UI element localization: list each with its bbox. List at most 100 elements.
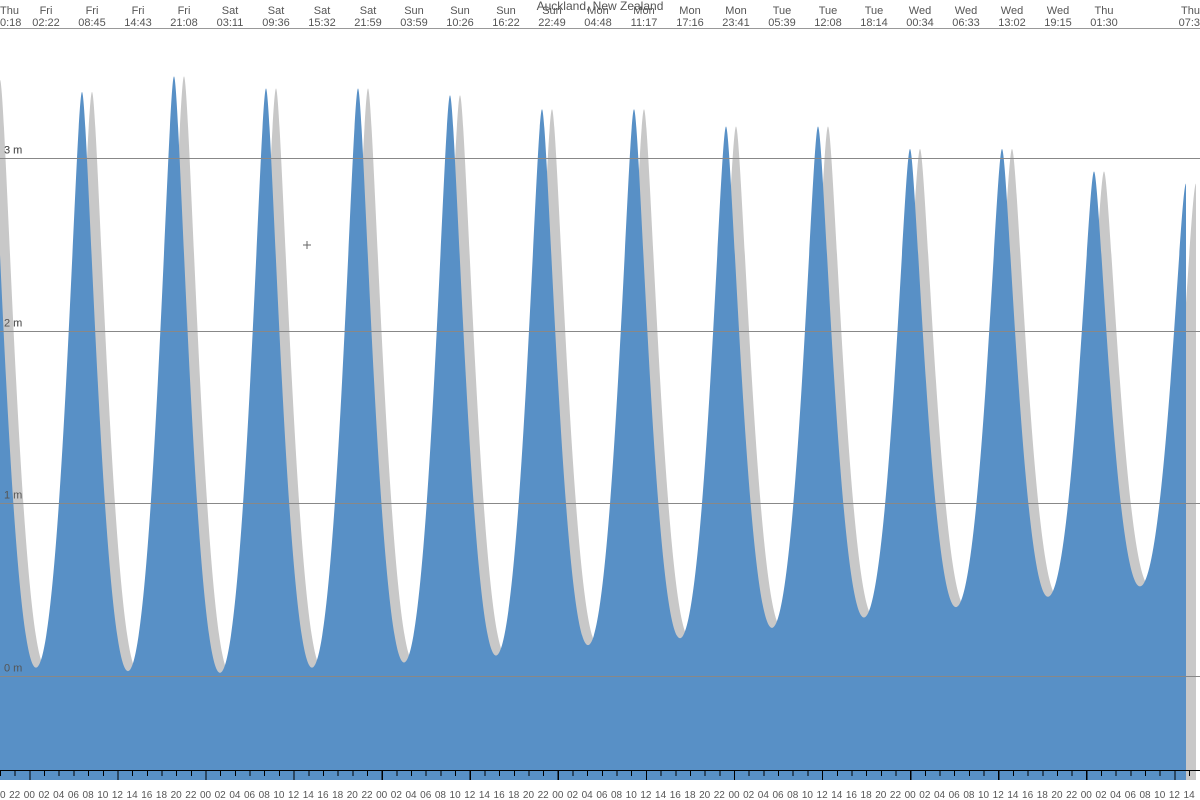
- top-time-label: 15:32: [308, 17, 336, 29]
- x-axis-label: 02: [1095, 790, 1107, 800]
- top-day-label: Sat: [268, 5, 285, 17]
- top-day-label: Sun: [404, 5, 424, 17]
- x-axis-label: 22: [9, 790, 21, 800]
- top-time-label: 06:33: [952, 17, 980, 29]
- top-day-label: Fri: [40, 5, 53, 17]
- x-axis-label: 20: [875, 790, 887, 800]
- top-day-label: Thu: [1095, 5, 1114, 17]
- x-axis-label: 06: [772, 790, 784, 800]
- x-axis-label: 12: [640, 790, 652, 800]
- x-axis-label: 06: [1125, 790, 1137, 800]
- y-axis-label: 0 m: [4, 663, 22, 675]
- x-axis-label: 04: [758, 790, 770, 800]
- top-time-label: 18:14: [860, 17, 888, 29]
- x-axis-label: 18: [861, 790, 873, 800]
- x-axis-label: 20: [523, 790, 535, 800]
- x-axis-label: 12: [112, 790, 124, 800]
- x-axis-label: 06: [949, 790, 961, 800]
- x-axis-label: 08: [435, 790, 447, 800]
- top-day-label: Mon: [679, 5, 700, 17]
- x-axis-label: 16: [670, 790, 682, 800]
- top-day-label: Wed: [1047, 5, 1069, 17]
- x-axis-label: 18: [156, 790, 168, 800]
- tide-peak-blue: [588, 109, 680, 780]
- tide-peak-blue: [1140, 184, 1186, 780]
- tide-peak-blue: [680, 127, 772, 780]
- top-time-label: 23:41: [722, 17, 750, 29]
- top-time-label: 03:59: [400, 17, 428, 29]
- x-axis-label: 18: [1037, 790, 1049, 800]
- chart-title: Auckland, New Zealand: [537, 0, 664, 13]
- top-time-label: 21:59: [354, 17, 382, 29]
- x-axis-label: 16: [494, 790, 506, 800]
- x-axis-label: 04: [934, 790, 946, 800]
- top-day-label: Thu: [0, 5, 19, 17]
- top-time-label: 00:34: [906, 17, 934, 29]
- x-axis-label: 14: [479, 790, 491, 800]
- top-time-label: 12:08: [814, 17, 842, 29]
- top-time-label: 13:02: [998, 17, 1026, 29]
- top-day-label: Sun: [496, 5, 516, 17]
- x-axis-label: 06: [420, 790, 432, 800]
- y-axis-label: 1 m: [4, 490, 22, 502]
- top-day-label: Sat: [360, 5, 377, 17]
- x-axis-label: 10: [273, 790, 285, 800]
- x-axis-label: 10: [97, 790, 109, 800]
- x-axis-label: 02: [743, 790, 755, 800]
- x-axis-label: 12: [817, 790, 829, 800]
- x-axis-label: 02: [567, 790, 579, 800]
- top-day-label: Wed: [955, 5, 977, 17]
- x-axis-label: 16: [846, 790, 858, 800]
- top-time-label: 22:49: [538, 17, 566, 29]
- tide-peak-blue: [128, 76, 220, 780]
- x-axis-label: 22: [185, 790, 197, 800]
- x-axis-label: 10: [802, 790, 814, 800]
- x-axis-label: 04: [405, 790, 417, 800]
- top-time-label: 14:43: [124, 17, 152, 29]
- x-axis-label: 06: [596, 790, 608, 800]
- top-time-label: 07:3: [1179, 17, 1200, 29]
- top-time-label: 17:16: [676, 17, 704, 29]
- top-time-label: 11:17: [631, 17, 658, 29]
- top-time-label: 10:26: [446, 17, 474, 29]
- top-day-label: Sat: [222, 5, 239, 17]
- top-time-label: 04:48: [584, 17, 612, 29]
- top-day-label: Wed: [909, 5, 931, 17]
- x-axis-label: 10: [978, 790, 990, 800]
- x-axis-label: 16: [1022, 790, 1034, 800]
- top-time-label: 03:11: [217, 17, 244, 29]
- x-axis-label: 20: [699, 790, 711, 800]
- x-axis-label: 00: [1081, 790, 1093, 800]
- top-day-label: Fri: [132, 5, 145, 17]
- tide-peak-blue: [404, 95, 496, 780]
- top-time-label: 05:39: [768, 17, 796, 29]
- x-axis-label: 12: [1169, 790, 1181, 800]
- x-axis-label: 22: [890, 790, 902, 800]
- x-axis-label: 08: [611, 790, 623, 800]
- top-time-label: 19:15: [1044, 17, 1072, 29]
- x-axis-label: 18: [332, 790, 344, 800]
- x-axis-label: 16: [317, 790, 329, 800]
- y-axis-label: 3 m: [4, 145, 22, 157]
- x-axis-label: 02: [919, 790, 931, 800]
- top-time-label: 02:22: [32, 17, 60, 29]
- top-day-label: Fri: [86, 5, 99, 17]
- x-axis-label: 14: [655, 790, 667, 800]
- x-axis-label: 02: [38, 790, 50, 800]
- x-axis-label: 08: [83, 790, 95, 800]
- top-day-label: Tue: [773, 5, 792, 17]
- top-day-label: Wed: [1001, 5, 1023, 17]
- x-axis-label: 04: [1110, 790, 1122, 800]
- top-day-label: Sun: [450, 5, 470, 17]
- tide-peak-blue: [772, 127, 864, 780]
- x-axis-label: 14: [127, 790, 139, 800]
- x-axis-label: 10: [450, 790, 462, 800]
- x-axis-label: 14: [1007, 790, 1019, 800]
- y-axis-label: 2 m: [4, 318, 22, 330]
- x-axis-label: 04: [53, 790, 65, 800]
- x-axis-label: 20: [0, 790, 6, 800]
- x-axis-label: 12: [288, 790, 300, 800]
- x-axis-label: 22: [714, 790, 726, 800]
- top-time-label: 08:45: [78, 17, 106, 29]
- top-time-label: 21:08: [170, 17, 198, 29]
